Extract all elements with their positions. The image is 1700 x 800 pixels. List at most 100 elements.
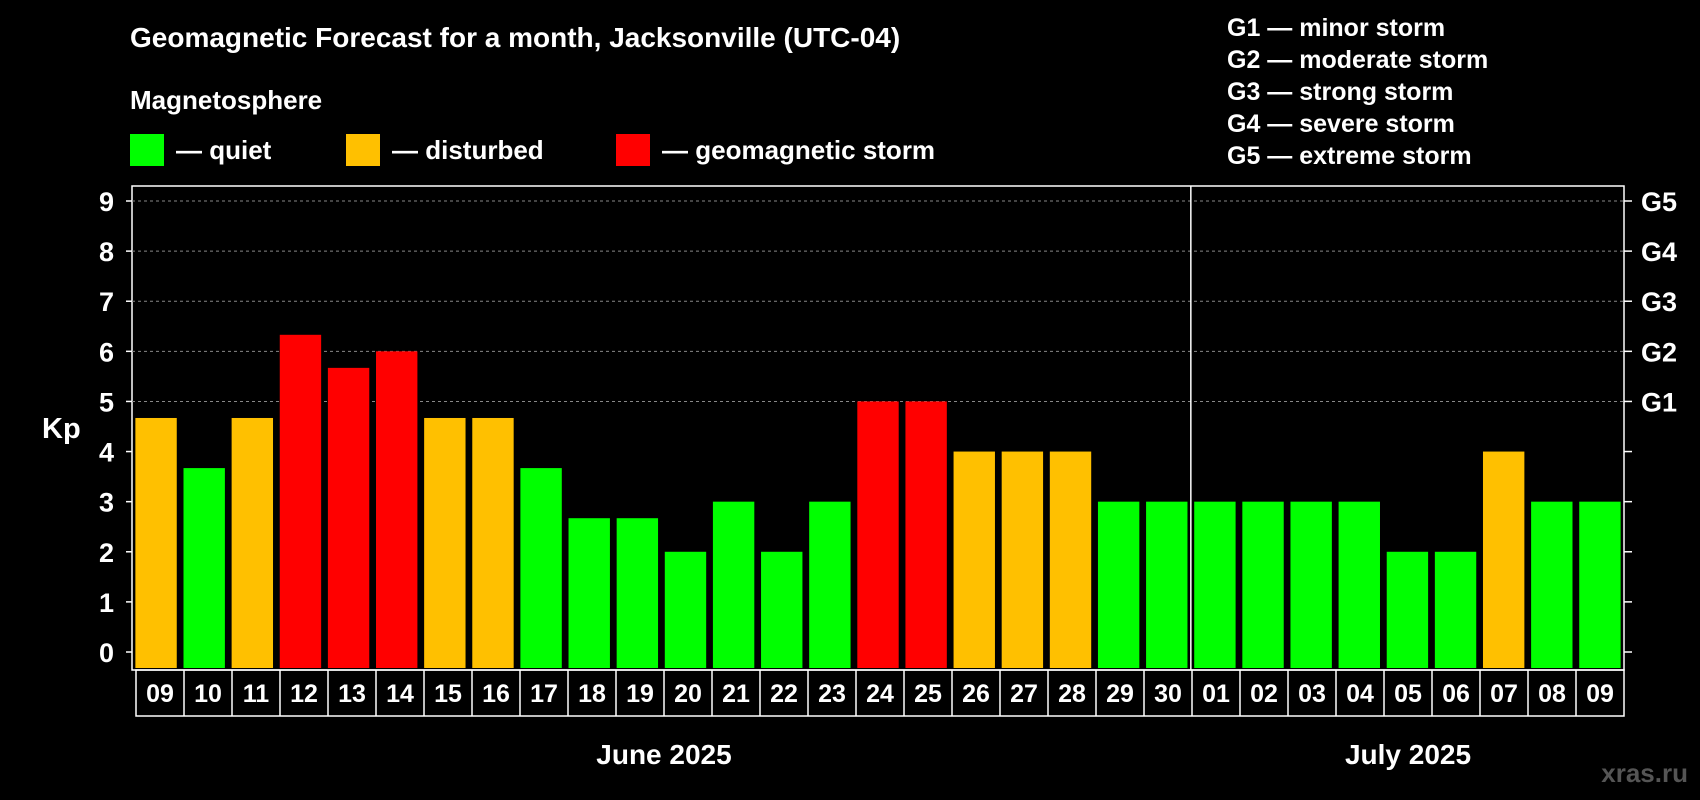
x-tick-label: 29 bbox=[1106, 680, 1134, 708]
legend-label-quiet: — quiet bbox=[176, 134, 272, 165]
x-tick-label: 19 bbox=[626, 680, 654, 708]
x-tick-label: 27 bbox=[1010, 680, 1038, 708]
legend-swatch-disturbed bbox=[346, 134, 380, 166]
kp-bar bbox=[1338, 501, 1380, 668]
kp-bar bbox=[279, 334, 322, 668]
kp-bar bbox=[1001, 451, 1044, 668]
kp-bar bbox=[857, 401, 899, 668]
kp-bar bbox=[472, 417, 514, 668]
x-tick-label: 20 bbox=[674, 680, 702, 708]
watermark: xras.ru bbox=[1601, 758, 1688, 788]
kp-bar bbox=[1290, 501, 1332, 668]
x-tick-label: 30 bbox=[1154, 680, 1182, 708]
legend-item-disturbed: — disturbed bbox=[346, 134, 544, 166]
g-level-label: G3 bbox=[1641, 287, 1677, 317]
y-tick-label: 4 bbox=[99, 438, 114, 468]
kp-bar bbox=[1146, 501, 1188, 668]
month-label: June 2025 bbox=[596, 739, 731, 770]
y-tick-label: 1 bbox=[99, 588, 114, 618]
g-level-label: G4 bbox=[1641, 237, 1677, 267]
x-tick-label: 11 bbox=[243, 680, 270, 708]
y-tick-label: 9 bbox=[99, 187, 114, 217]
x-tick-label: 25 bbox=[914, 680, 942, 708]
category-axis-box bbox=[135, 669, 1625, 717]
x-tick-label: 04 bbox=[1346, 680, 1374, 708]
x-tick-label: 08 bbox=[1538, 680, 1566, 708]
g-scale-g1: G1 — minor storm bbox=[1227, 14, 1446, 42]
kp-bar bbox=[1579, 501, 1621, 668]
x-tick-label: 13 bbox=[338, 680, 366, 708]
kp-bar bbox=[231, 417, 274, 668]
kp-bar bbox=[327, 367, 370, 668]
kp-bar bbox=[1386, 551, 1429, 668]
x-tick-label: 10 bbox=[194, 680, 222, 708]
kp-bar bbox=[1434, 551, 1477, 668]
x-tick-label: 09 bbox=[146, 680, 174, 708]
x-tick-label: 26 bbox=[962, 680, 990, 708]
y-axis-label: Kp bbox=[42, 413, 81, 445]
x-tick-label: 16 bbox=[482, 680, 510, 708]
kp-bar bbox=[761, 551, 803, 668]
x-tick-label: 05 bbox=[1394, 680, 1422, 708]
x-tick-label: 12 bbox=[290, 680, 318, 708]
g-level-label: G2 bbox=[1641, 337, 1677, 367]
x-tick-label: 02 bbox=[1250, 680, 1278, 708]
legend-label-disturbed: — disturbed bbox=[392, 134, 544, 165]
kp-bar bbox=[712, 501, 755, 668]
x-tick-label: 01 bbox=[1202, 680, 1230, 708]
kp-bar bbox=[1097, 501, 1140, 668]
kp-bar bbox=[376, 351, 418, 668]
x-tick-label: 21 bbox=[722, 680, 750, 708]
kp-bar bbox=[1242, 501, 1284, 668]
x-tick-label: 14 bbox=[386, 680, 414, 708]
g-level-label: G1 bbox=[1641, 387, 1677, 417]
chart-title: Geomagnetic Forecast for a month, Jackso… bbox=[130, 22, 901, 53]
g-scale-g3: G3 — strong storm bbox=[1227, 78, 1454, 106]
y-tick-label: 2 bbox=[99, 538, 114, 568]
x-tick-label: 09 bbox=[1586, 680, 1614, 708]
legend-item-storm: — geomagnetic storm bbox=[616, 134, 935, 166]
kp-bar bbox=[616, 518, 659, 668]
y-tick-label: 5 bbox=[99, 387, 114, 417]
x-tick-label: 28 bbox=[1058, 680, 1086, 708]
magnetosphere-label: Magnetosphere bbox=[130, 85, 323, 115]
legend-item-quiet: — quiet bbox=[130, 134, 271, 166]
month-label: July 2025 bbox=[1345, 739, 1471, 770]
kp-bar bbox=[1194, 501, 1236, 668]
x-tick-label: 23 bbox=[818, 680, 846, 708]
g-scale-g4: G4 — severe storm bbox=[1227, 110, 1455, 138]
x-tick-label: 18 bbox=[578, 680, 606, 708]
y-tick-label: 7 bbox=[99, 287, 114, 317]
kp-bar bbox=[135, 417, 177, 668]
kp-bar bbox=[1531, 501, 1573, 668]
kp-bar bbox=[183, 468, 225, 668]
kp-bar bbox=[809, 501, 851, 668]
y-tick-label: 3 bbox=[99, 488, 114, 518]
g-level-label: G5 bbox=[1641, 187, 1677, 217]
kp-bar bbox=[1049, 451, 1092, 668]
x-tick-label: 22 bbox=[770, 680, 798, 708]
g-scale-legend: G1 — minor storm G2 — moderate storm G3 … bbox=[1227, 12, 1488, 172]
legend-swatch-storm bbox=[616, 134, 650, 166]
kp-bar bbox=[568, 518, 610, 668]
g-scale-g5: G5 — extreme storm bbox=[1227, 142, 1472, 170]
kp-bar bbox=[905, 401, 947, 668]
x-tick-label: 24 bbox=[866, 680, 894, 708]
g-scale-g2: G2 — moderate storm bbox=[1227, 46, 1489, 74]
kp-bar bbox=[424, 417, 466, 668]
x-tick-label: 03 bbox=[1298, 680, 1326, 708]
kp-bar bbox=[953, 451, 995, 668]
y-tick-label: 0 bbox=[99, 638, 114, 668]
kp-bar bbox=[664, 551, 707, 668]
kp-bar bbox=[1482, 451, 1525, 668]
x-tick-label: 15 bbox=[434, 680, 462, 708]
kp-bar bbox=[520, 468, 562, 668]
y-tick-label: 6 bbox=[99, 337, 114, 367]
legend-swatch-quiet bbox=[130, 134, 164, 166]
legend-label-storm: — geomagnetic storm bbox=[662, 134, 936, 165]
y-tick-label: 8 bbox=[99, 237, 114, 267]
x-tick-label: 17 bbox=[530, 680, 558, 708]
x-tick-label: 06 bbox=[1442, 680, 1470, 708]
x-tick-label: 07 bbox=[1490, 680, 1518, 708]
